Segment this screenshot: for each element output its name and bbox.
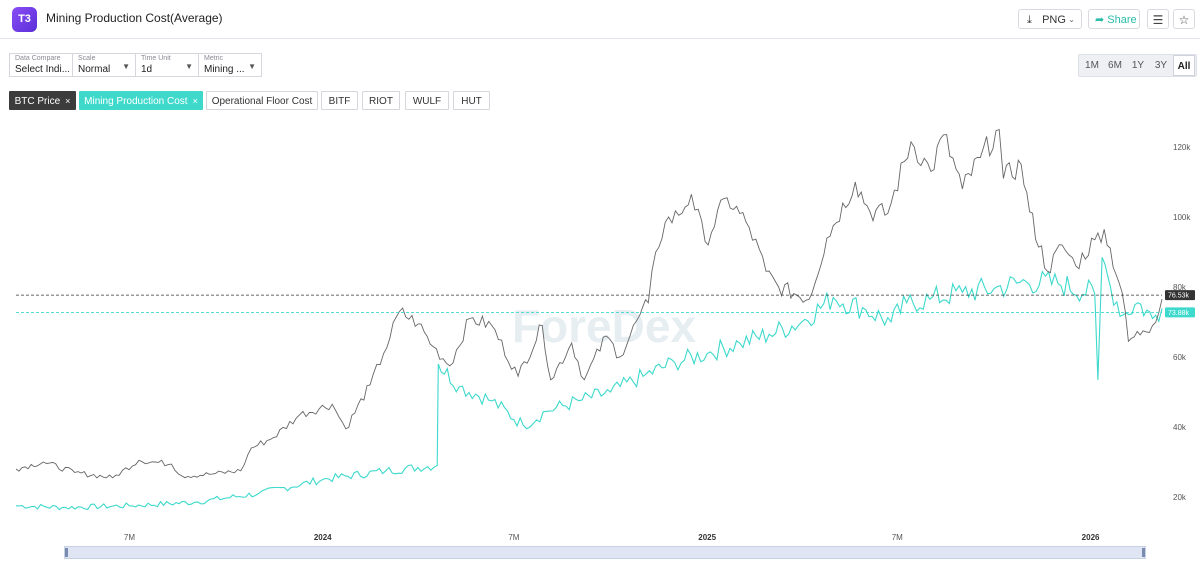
y-tick-label: 20k [1173,493,1187,502]
chip-label: BTC Price [14,96,61,107]
chip-label: Operational Floor Cost [211,96,313,107]
price-chart: ForeDex 20k 40k 60k 80k 100k 120k 7M 2024 7M 2025 7… [15,128,1195,542]
app-logo: T3 [12,7,37,32]
last-value-tag [1165,307,1195,318]
time-unit-value: 1d [141,64,153,75]
star-icon: ☆ [1178,13,1190,27]
series-chip-btc-price[interactable]: BTC Price × [9,91,76,110]
series-chip-hut[interactable]: HUT [453,91,490,110]
close-icon[interactable]: × [192,96,198,106]
scale-value: Normal [78,64,111,75]
data-compare-caption: Data Compare [15,55,61,62]
series-chip-mining-production-cost[interactable]: Mining Production Cost × [79,91,203,110]
scale-caption: Scale [78,55,96,62]
chip-label: BITF [328,96,351,107]
y-tick-label: 120k [1173,143,1191,152]
navigator-right-handle[interactable] [1142,548,1145,557]
y-tick-label: 60k [1173,353,1187,362]
data-compare-select[interactable]: Data Compare Select Indi... [9,53,73,77]
y-tick-label: 80k [1173,283,1187,292]
range-button-3y[interactable]: 3Y [1154,60,1168,71]
range-button-1m[interactable]: 1M [1085,60,1099,71]
x-tick-label: 7M [124,533,135,542]
chevron-down-icon: ⌄ [1068,15,1075,24]
series-chip-riot[interactable]: RIOT [362,91,400,110]
x-tick-label: 2024 [314,533,332,542]
list-settings-button[interactable]: ☰ [1147,9,1169,29]
data-compare-value: Select Indi... [15,64,69,75]
x-tick-label: 7M [508,533,519,542]
chart-watermark: ForeDex [512,300,696,352]
series-chip-bitf[interactable]: BITF [321,91,358,110]
metric-caption: Metric [204,55,224,62]
last-value-label: 76.53k [1168,293,1190,300]
last-value-tag [1165,290,1195,301]
favorite-button[interactable]: ☆ [1173,9,1195,29]
time-range-selector: 1M 6M 1Y 3Y All [1078,54,1197,77]
list-settings-icon: ☰ [1152,13,1164,27]
series-line-mining-production-cost [15,257,1163,511]
header-bar: T3 Mining Production Cost(Average) ⤓ PNG… [0,0,1200,39]
navigator-left-handle[interactable] [65,548,68,557]
x-tick-label: 7M [892,533,903,542]
png-label: PNG [1042,14,1066,26]
last-value-label: 73.88k [1168,310,1190,317]
download-icon: ⤓ [1027,14,1032,26]
caret-down-icon: ▼ [122,62,130,71]
caret-down-icon: ▼ [248,62,256,71]
x-tick-label: 2026 [1082,533,1100,542]
share-icon: ➦ [1095,14,1105,26]
range-button-all[interactable]: All [1173,55,1195,76]
metric-value: Mining ... [204,64,245,75]
time-unit-select[interactable]: Time Unit 1d ▼ [135,53,199,77]
metric-select[interactable]: Metric Mining ... ▼ [198,53,262,77]
x-tick-label: 2025 [698,533,716,542]
range-button-1y[interactable]: 1Y [1131,60,1145,71]
scale-select[interactable]: Scale Normal ▼ [72,53,136,77]
share-label: Share [1107,14,1137,26]
time-unit-caption: Time Unit [141,55,171,62]
range-button-6m[interactable]: 6M [1108,60,1122,71]
close-icon[interactable]: × [65,96,71,106]
series-chip-wulf[interactable]: WULF [405,91,449,110]
series-line-btc-price [15,128,1163,479]
y-tick-label: 40k [1173,423,1187,432]
png-export-button[interactable]: ⤓ PNG ⌄ [1018,9,1082,29]
chip-label: Mining Production Cost [84,96,188,107]
chip-label: HUT [461,96,482,107]
share-button[interactable]: ➦ Share [1088,9,1140,29]
series-chip-operational-floor-cost[interactable]: Operational Floor Cost [206,91,318,110]
chip-label: RIOT [369,96,393,107]
chip-label: WULF [412,96,442,107]
page-title: Mining Production Cost(Average) [46,11,223,25]
y-tick-label: 100k [1173,213,1191,222]
caret-down-icon: ▼ [185,62,193,71]
time-navigator[interactable] [64,546,1146,559]
